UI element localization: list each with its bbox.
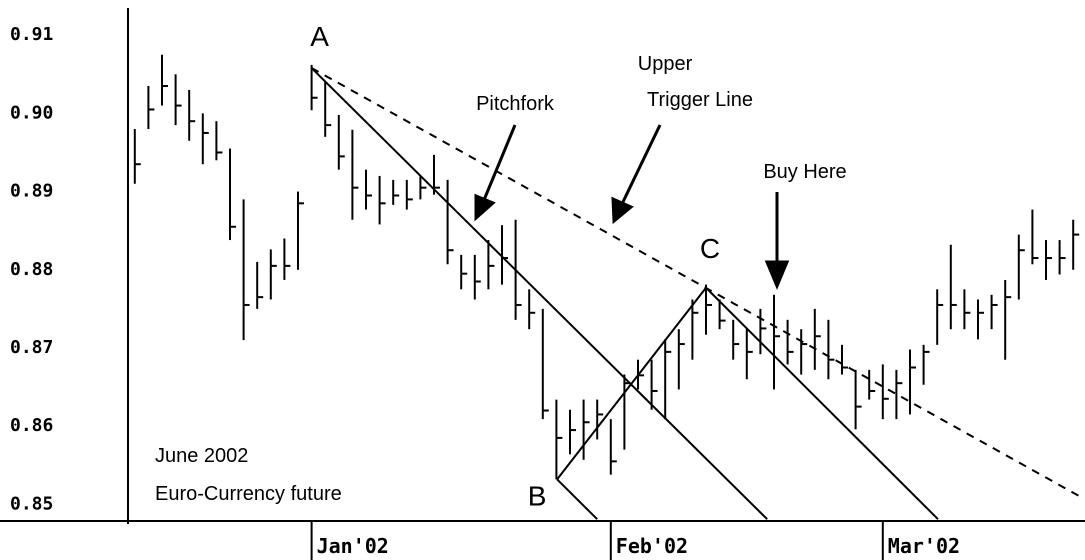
pitchfork-line — [556, 287, 707, 480]
arrow-head — [764, 260, 790, 290]
arrows — [474, 124, 790, 290]
y-tick-label: 0.91 — [10, 24, 53, 45]
annotation: Pitchfork — [476, 93, 555, 115]
annotation: Upper — [638, 53, 693, 75]
x-tick-label: Mar'02 — [888, 534, 960, 558]
x-tick-label: Jan'02 — [317, 534, 389, 558]
trigger-line — [311, 67, 1081, 498]
point-label: A — [310, 21, 329, 52]
annotation: Trigger Line — [647, 89, 753, 111]
note: Euro-Currency future — [155, 483, 342, 505]
y-tick-label: 0.88 — [10, 259, 53, 280]
point-label: B — [528, 480, 547, 511]
pitchfork-line — [310, 67, 768, 520]
arrow-head — [474, 193, 496, 222]
pitchfork-line — [705, 287, 939, 520]
annotation: Buy Here — [763, 161, 846, 183]
arrow-head — [611, 196, 634, 225]
note: June 2002 — [155, 445, 248, 467]
point-label: C — [700, 233, 720, 264]
pitchfork-line — [556, 478, 598, 520]
y-tick-label: 0.90 — [10, 102, 53, 123]
y-tick-label: 0.87 — [10, 337, 53, 358]
y-tick-label: 0.89 — [10, 181, 53, 202]
y-tick-label: 0.85 — [10, 493, 53, 514]
y-tick-label: 0.86 — [10, 415, 53, 436]
arrow — [620, 124, 662, 205]
arrow — [482, 124, 517, 201]
x-tick-label: Feb'02 — [616, 534, 688, 558]
